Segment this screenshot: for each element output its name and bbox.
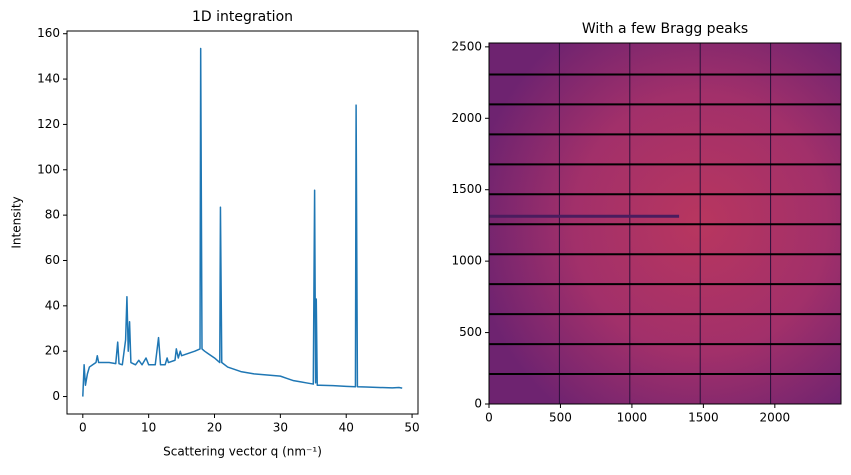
x-tick-label: 500: [549, 411, 572, 425]
y-tick-label: 2000: [451, 111, 482, 125]
chart-title: 1D integration: [192, 9, 293, 25]
chart-title: With a few Bragg peaks: [582, 21, 748, 37]
y-tick-label: 2500: [451, 39, 482, 53]
y-tick-label: 20: [45, 344, 60, 358]
y-tick-label: 40: [45, 298, 60, 312]
x-tick-label: 1000: [617, 411, 648, 425]
y-tick-label: 100: [37, 162, 60, 176]
y-tick-label: 140: [37, 72, 60, 86]
y-tick-label: 1000: [451, 254, 482, 268]
y-tick-label: 120: [37, 117, 60, 131]
x-tick-label: 30: [273, 421, 288, 435]
x-tick-label: 10: [141, 421, 156, 435]
line: [82, 47, 403, 397]
x-axis-label: Scattering vector q (nm⁻¹): [163, 445, 322, 459]
y-tick-label: 0: [52, 389, 60, 403]
x-tick-label: 20: [207, 421, 222, 435]
x-tick-label: 40: [339, 421, 354, 435]
x-tick-label: 0: [79, 421, 87, 435]
x-tick-label: 50: [404, 421, 419, 435]
y-tick-label: 80: [45, 208, 60, 222]
y-tick-label: 60: [45, 253, 60, 267]
y-tick-label: 160: [37, 26, 60, 40]
y-tick-label: 500: [459, 325, 482, 339]
x-tick-label: 0: [485, 411, 493, 425]
x-tick-label: 1500: [688, 411, 719, 425]
y-axis-label: Intensity: [10, 196, 24, 248]
y-tick-label: 1500: [451, 182, 482, 196]
y-tick-label: 0: [474, 397, 482, 411]
axes-background: [67, 31, 418, 414]
x-tick-label: 2000: [760, 411, 791, 425]
axes-frame: [66, 30, 419, 415]
axes-frame: [488, 42, 842, 405]
